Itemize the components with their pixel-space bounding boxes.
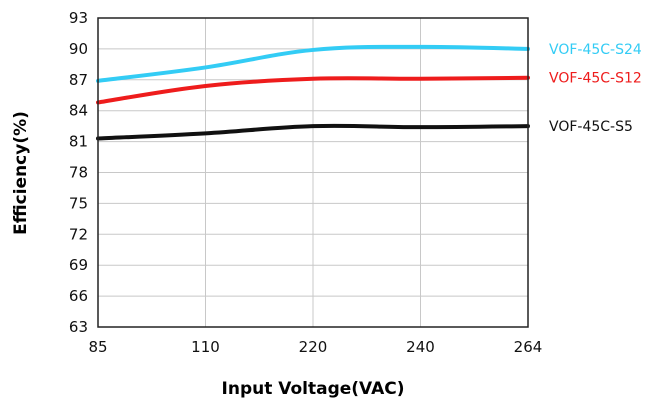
x-tick-label: 110 [191,338,220,356]
x-tick-label: 220 [299,338,328,356]
y-tick-label: 75 [69,194,88,212]
legend-label-vof-45c-s5: VOF-45C-S5 [549,119,633,135]
series-line-vof-45c-s12 [96,75,530,105]
x-tick-label: 240 [406,338,435,356]
y-tick-label: 87 [69,71,88,89]
y-axis-title: Efficiency(%) [11,111,31,235]
y-tick-label: 66 [69,287,88,305]
y-tick-label: 84 [69,102,88,120]
y-tick-label: 81 [69,133,88,151]
grid [97,17,529,328]
x-tick-labels: 85 110 220 240 264 [88,338,542,356]
y-tick-label: 69 [69,256,88,274]
y-tick-labels: 63 66 69 72 75 78 81 84 87 90 93 [69,9,88,336]
y-tick-label: 90 [69,40,88,58]
legend-label-vof-45c-s24: VOF-45C-S24 [549,42,642,58]
x-axis-title: Input Voltage(VAC) [222,379,405,399]
y-tick-label: 93 [69,9,88,27]
x-tick-label: 264 [514,338,543,356]
series-lines [96,44,530,141]
y-tick-label: 78 [69,164,88,182]
plot-frame [97,17,529,328]
series-line-vof-45c-s5 [96,123,530,141]
series-line-vof-45c-s24 [96,44,530,83]
y-tick-label: 63 [69,318,88,336]
x-tick-label: 85 [88,338,107,356]
legend-label-vof-45c-s12: VOF-45C-S12 [549,71,642,87]
y-tick-label: 72 [69,225,88,243]
legend: VOF-45C-S24 VOF-45C-S12 VOF-45C-S5 [549,42,642,135]
